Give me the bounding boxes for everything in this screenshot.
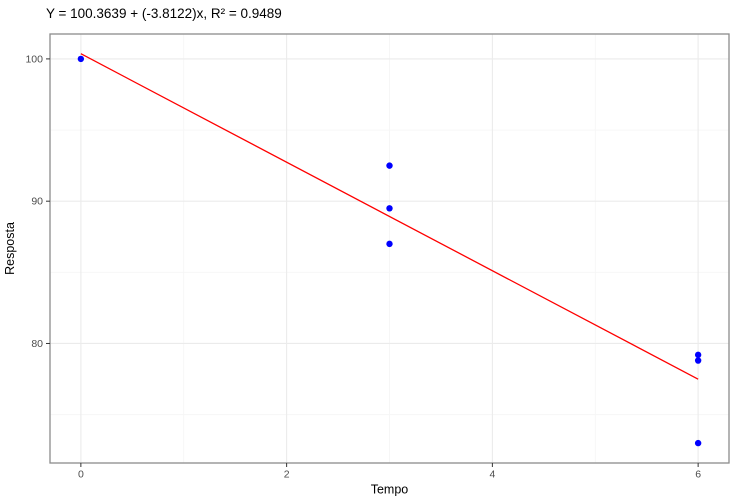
y-axis: 80 90 100: [25, 53, 50, 350]
x-tick-label: 2: [284, 469, 290, 481]
data-point: [77, 55, 85, 63]
data-points: [77, 55, 702, 447]
data-point: [694, 439, 702, 447]
x-axis-title: Tempo: [371, 483, 409, 497]
y-tick-label: 80: [31, 338, 43, 350]
x-tick-label: 4: [489, 469, 495, 481]
grid-minor: [50, 34, 729, 463]
data-point: [386, 240, 393, 248]
x-tick-label: 0: [78, 469, 84, 481]
y-tick-label: 100: [25, 53, 43, 65]
data-point: [386, 205, 393, 212]
grid-major: [50, 34, 729, 463]
regression-line: [80, 53, 699, 380]
x-axis: 0 2 4 6: [78, 463, 701, 481]
data-point: [386, 162, 393, 169]
x-tick-label: 6: [695, 469, 701, 481]
y-tick-label: 90: [31, 196, 43, 208]
y-axis-title: Resposta: [3, 222, 17, 275]
panel-border: [49, 33, 730, 464]
data-point: [694, 357, 702, 364]
data-point: [694, 351, 702, 359]
chart-title: Y = 100.3639 + (-3.8122)x, R² = 0.9489: [46, 6, 282, 21]
